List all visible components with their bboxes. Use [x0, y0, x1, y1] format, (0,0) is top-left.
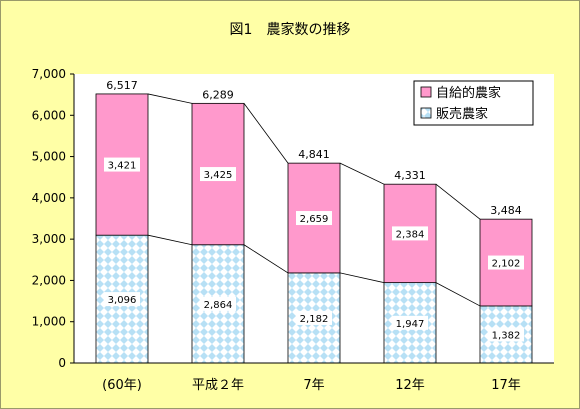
- data-label-bg: [488, 327, 524, 342]
- connector-line-sales: [435, 282, 481, 307]
- legend-swatch-self: [420, 86, 432, 98]
- connector-line-total: [339, 162, 385, 185]
- labels-group: 3,096 3,421 6,517 2,864 3,425 6,289 2,182 2,659…: [104, 79, 524, 342]
- data-label-total: 3,484: [490, 204, 522, 217]
- legend-box: [413, 80, 534, 126]
- connector-line-total: [435, 183, 481, 220]
- connector-lines: [147, 93, 481, 307]
- x-ticks: (60年) 平成２年 7年 12年 17年: [102, 378, 521, 393]
- connector-line-sales: [339, 272, 385, 284]
- data-label-sales: 1,947: [396, 319, 425, 330]
- y-ticks: 0 1,000 2,000 3,000 4,000 5,000 6,000 7,000: [32, 67, 74, 370]
- connector-line-total: [147, 93, 193, 104]
- y-tick-label: 6,000: [32, 108, 66, 122]
- chart-title: 図1 農家数の推移: [230, 21, 351, 38]
- data-label-bg: [296, 310, 332, 325]
- y-tick-label: 5,000: [32, 150, 66, 164]
- x-tick-label: 17年: [491, 378, 521, 393]
- data-label-bg: [200, 296, 236, 311]
- y-tick-label: 3,000: [32, 232, 66, 246]
- connector-line-sales: [243, 244, 289, 274]
- connector-line-sales: [147, 234, 193, 246]
- data-label-bg: [296, 211, 332, 226]
- y-tick-label: 7,000: [32, 67, 66, 81]
- data-label-sales: 3,096: [108, 295, 137, 306]
- legend: 自給的農家 販売農家: [413, 80, 534, 126]
- y-tick-label: 2,000: [32, 273, 66, 287]
- data-label-total: 6,517: [106, 79, 138, 92]
- data-label-total: 4,841: [298, 148, 330, 161]
- legend-label-self: 自給的農家: [436, 85, 501, 101]
- connector-line-total: [243, 103, 289, 164]
- data-label-bg: [104, 292, 140, 307]
- data-label-sales: 2,864: [204, 300, 233, 311]
- x-tick-label: 12年: [395, 378, 425, 393]
- data-label-bg: [392, 315, 428, 330]
- data-label-bg: [200, 167, 236, 182]
- data-label-bg: [488, 255, 524, 270]
- y-tick-label: 4,000: [32, 191, 66, 205]
- data-label-sales: 1,382: [492, 330, 521, 341]
- data-label-total: 6,289: [202, 88, 234, 101]
- x-tick-label: 平成２年: [192, 378, 244, 393]
- data-label-bg: [104, 157, 140, 172]
- data-label-sales: 2,182: [300, 314, 329, 325]
- data-label-total: 4,331: [394, 169, 426, 182]
- data-label-self: 2,102: [492, 259, 521, 270]
- x-tick-label: 7年: [303, 378, 324, 393]
- data-label-self: 2,659: [300, 214, 329, 225]
- x-tick-label: (60年): [102, 378, 142, 393]
- y-tick-label: 1,000: [32, 315, 66, 329]
- data-label-self: 3,421: [108, 161, 137, 172]
- y-tick-label: 0: [58, 356, 66, 370]
- data-label-self: 2,384: [396, 229, 425, 240]
- data-label-self: 3,425: [204, 170, 233, 181]
- data-label-bg: [392, 226, 428, 241]
- legend-swatch-sales: [420, 107, 432, 119]
- legend-label-sales: 販売農家: [436, 106, 488, 122]
